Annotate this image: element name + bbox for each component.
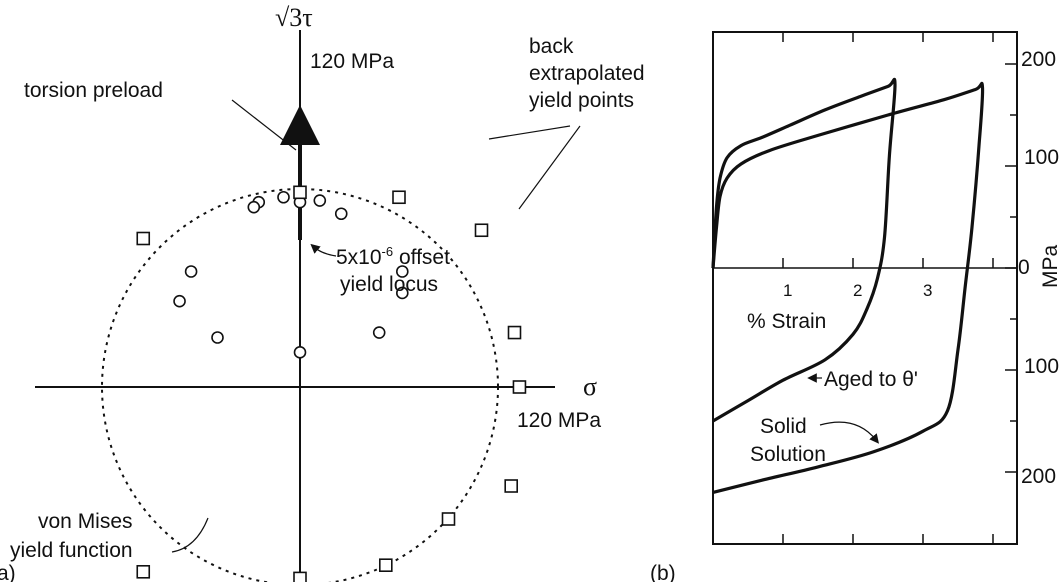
curve-solid-solution <box>711 81 985 494</box>
panel-b-label: (b) <box>650 562 676 582</box>
offset-yield-point-7 <box>173 294 186 308</box>
back-extrapolated-point-6 <box>504 479 519 493</box>
von-mises-line-2: yield function <box>10 539 133 562</box>
panel-b-frame <box>712 31 1018 545</box>
panel-a: √3τ 120 MPa σ 120 MPa torsion preload ba… <box>0 3 645 582</box>
back-extrapolated-points <box>136 185 527 582</box>
solid-label-arrow <box>819 421 880 444</box>
panel-b-ticks <box>782 32 1017 544</box>
torsion-preload-label: torsion preload <box>24 79 163 102</box>
back-extrapolated-line-2: extrapolated <box>529 62 645 85</box>
solid-label-2: Solution <box>750 443 826 466</box>
offset-yield-point-8 <box>211 331 224 344</box>
back-extrapolated-point-9 <box>293 571 307 582</box>
offset-yield-point-5 <box>334 207 348 221</box>
x-tick-3: 3 <box>923 281 932 300</box>
y-tick-0: 0 <box>1018 256 1030 279</box>
aged-label: Aged to θ' <box>824 368 918 391</box>
von-mises-circle <box>101 188 499 582</box>
x-axis-label: % Strain <box>747 310 826 333</box>
offset-yield-point-9 <box>395 265 409 278</box>
tau-axis-mark: 120 MPa <box>310 50 394 73</box>
solid-label-1: Solid <box>760 415 807 438</box>
back-extrapolated-point-1 <box>136 231 151 246</box>
von-mises-line-1: von Mises <box>38 510 133 533</box>
offset-locus-leader <box>310 243 337 257</box>
tau-axis-label: √3τ <box>275 3 313 32</box>
back-extrapolated-point-10 <box>136 564 151 579</box>
back-extrapolated-point-8 <box>378 558 393 573</box>
back-extrapolated-point-4 <box>507 325 522 340</box>
curve-aged-to-theta <box>711 77 897 423</box>
y-tick-200-bottom: 200 <box>1021 465 1056 488</box>
y-tick-100-bottom: 100 <box>1024 355 1059 378</box>
offset-yield-point-11 <box>372 326 386 339</box>
offset-yield-point-6 <box>184 265 198 278</box>
offset-yield-point-2 <box>247 200 261 214</box>
y-axis-label: MPa <box>1039 245 1062 289</box>
offset-locus-rest: offset <box>393 246 450 269</box>
offset-locus-line-2: yield locus <box>340 273 438 296</box>
back-extrapolated-point-7 <box>441 512 456 526</box>
y-tick-100-top: 100 <box>1024 146 1059 169</box>
sigma-axis-label: σ <box>583 372 597 401</box>
back-extrapolated-line-3: yield points <box>529 89 634 112</box>
back-extrapolated-point-5 <box>512 380 527 394</box>
offset-yield-point-4 <box>313 194 327 207</box>
back-points-leader-2 <box>518 125 581 210</box>
y-tick-200-top: 200 <box>1021 48 1056 71</box>
back-extrapolated-point-3 <box>474 223 489 238</box>
back-points-leader-1 <box>488 125 571 140</box>
torsion-preload-leader <box>231 99 297 151</box>
offset-locus-line-1: 5x10-6 offset <box>336 244 450 269</box>
panel-b: 1 2 3 200 100 0 100 200 MPa % Strain Age… <box>650 31 1062 582</box>
x-tick-1: 1 <box>783 281 792 300</box>
offset-yield-point-10 <box>395 286 409 300</box>
offset-locus-base: 5x10 <box>336 246 382 269</box>
panel-a-label: (a) <box>0 562 16 582</box>
offset-yield-points <box>173 190 409 359</box>
offset-locus-exponent: -6 <box>382 244 394 259</box>
preload-start-point <box>293 346 307 359</box>
x-tick-2: 2 <box>853 281 862 300</box>
back-extrapolated-point-2 <box>392 190 406 205</box>
von-mises-leader <box>171 517 209 553</box>
sigma-axis-mark: 120 MPa <box>517 409 601 432</box>
back-extrapolated-line-1: back <box>529 35 574 58</box>
back-extrapolated-point-0 <box>293 185 307 200</box>
offset-yield-point-0 <box>277 190 290 204</box>
